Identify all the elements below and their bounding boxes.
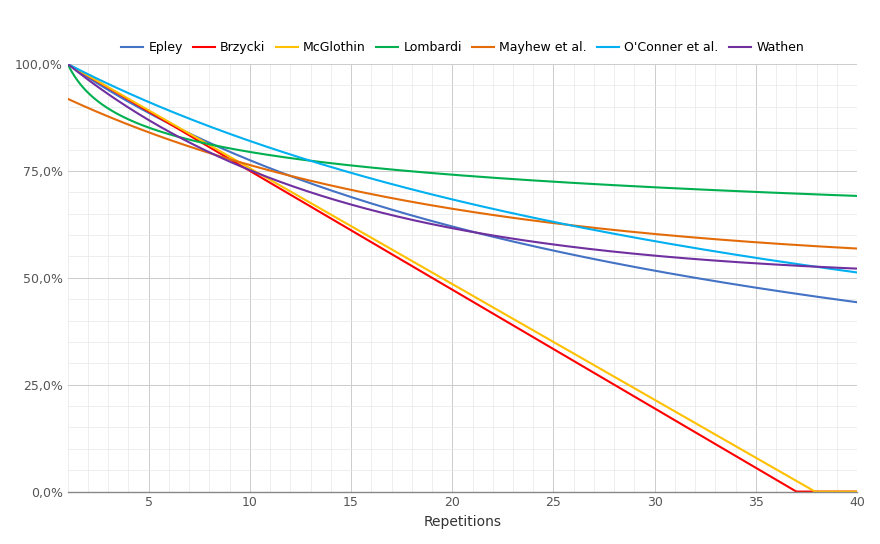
- Lombardi: [521, 177, 532, 183]
- Lombardi: [111, 110, 121, 116]
- Wathen: [111, 96, 121, 103]
- X-axis label: Repetitions: Repetitions: [423, 515, 502, 529]
- O'Conner et al.: [565, 222, 576, 228]
- O'Conner et al.: [661, 240, 671, 246]
- McGlothin: [62, 61, 73, 67]
- McGlothin: [111, 89, 121, 95]
- McGlothin: [810, 489, 821, 495]
- Brzycki: [62, 61, 73, 67]
- Line: Mayhew et al.: Mayhew et al.: [68, 99, 857, 249]
- Brzycki: [852, 489, 862, 495]
- McGlothin: [852, 489, 862, 495]
- O'Conner et al.: [541, 217, 552, 224]
- Mayhew et al.: [541, 219, 552, 226]
- McGlothin: [661, 403, 671, 410]
- Brzycki: [521, 330, 532, 336]
- Brzycki: [791, 489, 802, 495]
- Epley: [742, 283, 752, 289]
- Mayhew et al.: [742, 238, 752, 245]
- Epley: [62, 61, 73, 67]
- Epley: [111, 91, 121, 98]
- Wathen: [541, 240, 552, 247]
- Wathen: [852, 265, 862, 272]
- McGlothin: [742, 450, 752, 456]
- Brzycki: [541, 342, 552, 349]
- Lombardi: [742, 188, 752, 195]
- McGlothin: [541, 335, 552, 342]
- Line: McGlothin: McGlothin: [68, 64, 857, 492]
- Epley: [852, 299, 862, 306]
- Epley: [661, 269, 671, 276]
- Lombardi: [62, 61, 73, 67]
- Wathen: [521, 237, 532, 244]
- Brzycki: [111, 89, 121, 96]
- Legend: Epley, Brzycki, McGlothin, Lombardi, Mayhew et al., O'Conner et al., Wathen: Epley, Brzycki, McGlothin, Lombardi, May…: [116, 36, 809, 59]
- Wathen: [742, 259, 752, 266]
- Brzycki: [661, 412, 671, 418]
- Mayhew et al.: [62, 96, 73, 102]
- Brzycki: [565, 356, 576, 362]
- O'Conner et al.: [742, 254, 752, 260]
- Mayhew et al.: [565, 222, 576, 228]
- Brzycki: [742, 460, 752, 466]
- McGlothin: [521, 323, 532, 330]
- Line: Epley: Epley: [68, 64, 857, 302]
- Mayhew et al.: [661, 232, 671, 238]
- Line: O'Conner et al.: O'Conner et al.: [68, 64, 857, 273]
- Epley: [565, 251, 576, 257]
- Wathen: [62, 61, 73, 67]
- O'Conner et al.: [852, 269, 862, 276]
- O'Conner et al.: [111, 84, 121, 91]
- Line: Wathen: Wathen: [68, 64, 857, 269]
- Epley: [521, 241, 532, 248]
- Mayhew et al.: [111, 116, 121, 123]
- O'Conner et al.: [521, 213, 532, 219]
- Lombardi: [565, 180, 576, 186]
- Line: Lombardi: Lombardi: [68, 64, 857, 196]
- Lombardi: [541, 178, 552, 184]
- Lombardi: [852, 193, 862, 199]
- Mayhew et al.: [521, 217, 532, 223]
- McGlothin: [565, 349, 576, 355]
- Wathen: [661, 254, 671, 260]
- O'Conner et al.: [62, 61, 73, 67]
- Mayhew et al.: [852, 245, 862, 252]
- Line: Brzycki: Brzycki: [68, 64, 857, 492]
- Wathen: [565, 243, 576, 250]
- Lombardi: [661, 184, 671, 191]
- Epley: [541, 246, 552, 252]
